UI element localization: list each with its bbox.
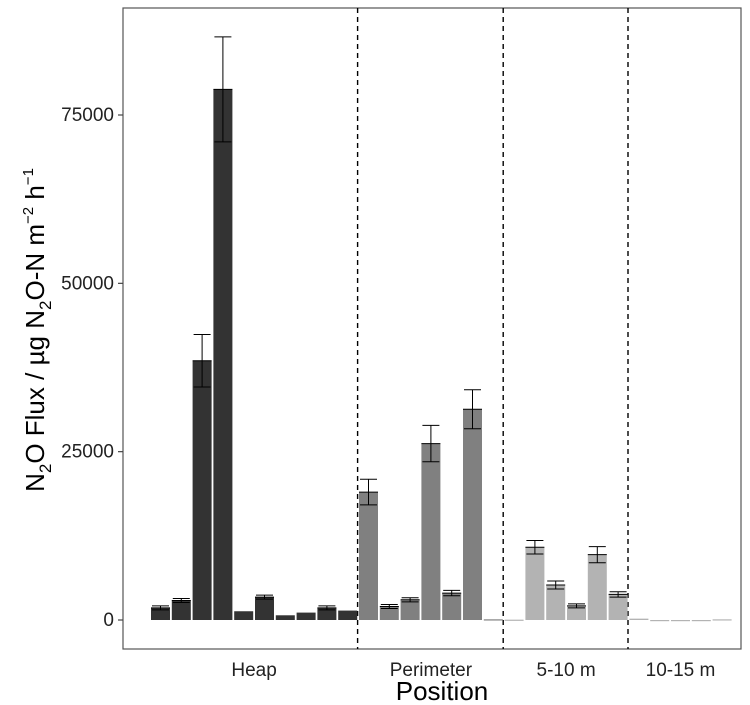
x-tick-label: 5-10 m [537, 660, 596, 681]
y-tick-label: 50000 [61, 273, 114, 294]
bar [192, 360, 212, 620]
bar [587, 554, 607, 620]
bar [171, 600, 191, 620]
y-tick-label: 0 [103, 610, 114, 631]
bar [546, 584, 566, 620]
bar [213, 89, 233, 620]
bar [712, 619, 732, 621]
x-tick-label: 10-15 m [646, 660, 716, 681]
x-tick-label: Perimeter [390, 660, 473, 681]
bar [296, 612, 316, 620]
bar [608, 594, 628, 620]
bar [275, 615, 295, 620]
x-axis-title: Position [396, 676, 489, 705]
bar [379, 606, 399, 620]
bar [504, 619, 524, 621]
bar [338, 610, 358, 620]
bar [463, 409, 482, 620]
x-tick-label: Heap [231, 660, 276, 681]
bar [400, 599, 420, 620]
x-axis: Heap Perimeter 5-10 m 10-15 m [231, 660, 715, 681]
bar [442, 593, 462, 620]
y-axis: 0 25000 50000 75000 [61, 105, 123, 631]
group-dividers [356, 8, 629, 649]
bars [151, 89, 732, 622]
error-bars [151, 36, 628, 611]
bar [650, 620, 670, 622]
bar [234, 611, 254, 620]
bar [483, 619, 503, 621]
bar [359, 492, 378, 620]
bar [317, 607, 337, 620]
y-axis-title: N2O Flux / µg N2O-N m−2 h−1 [20, 168, 55, 492]
bar [525, 547, 545, 620]
bar [691, 620, 711, 622]
bar [629, 618, 649, 620]
y-tick-label: 75000 [61, 105, 114, 126]
bar [567, 605, 586, 620]
bar [671, 620, 690, 622]
bar [255, 597, 274, 620]
bar [151, 607, 170, 620]
bar [421, 443, 441, 620]
y-tick-label: 25000 [61, 442, 114, 463]
